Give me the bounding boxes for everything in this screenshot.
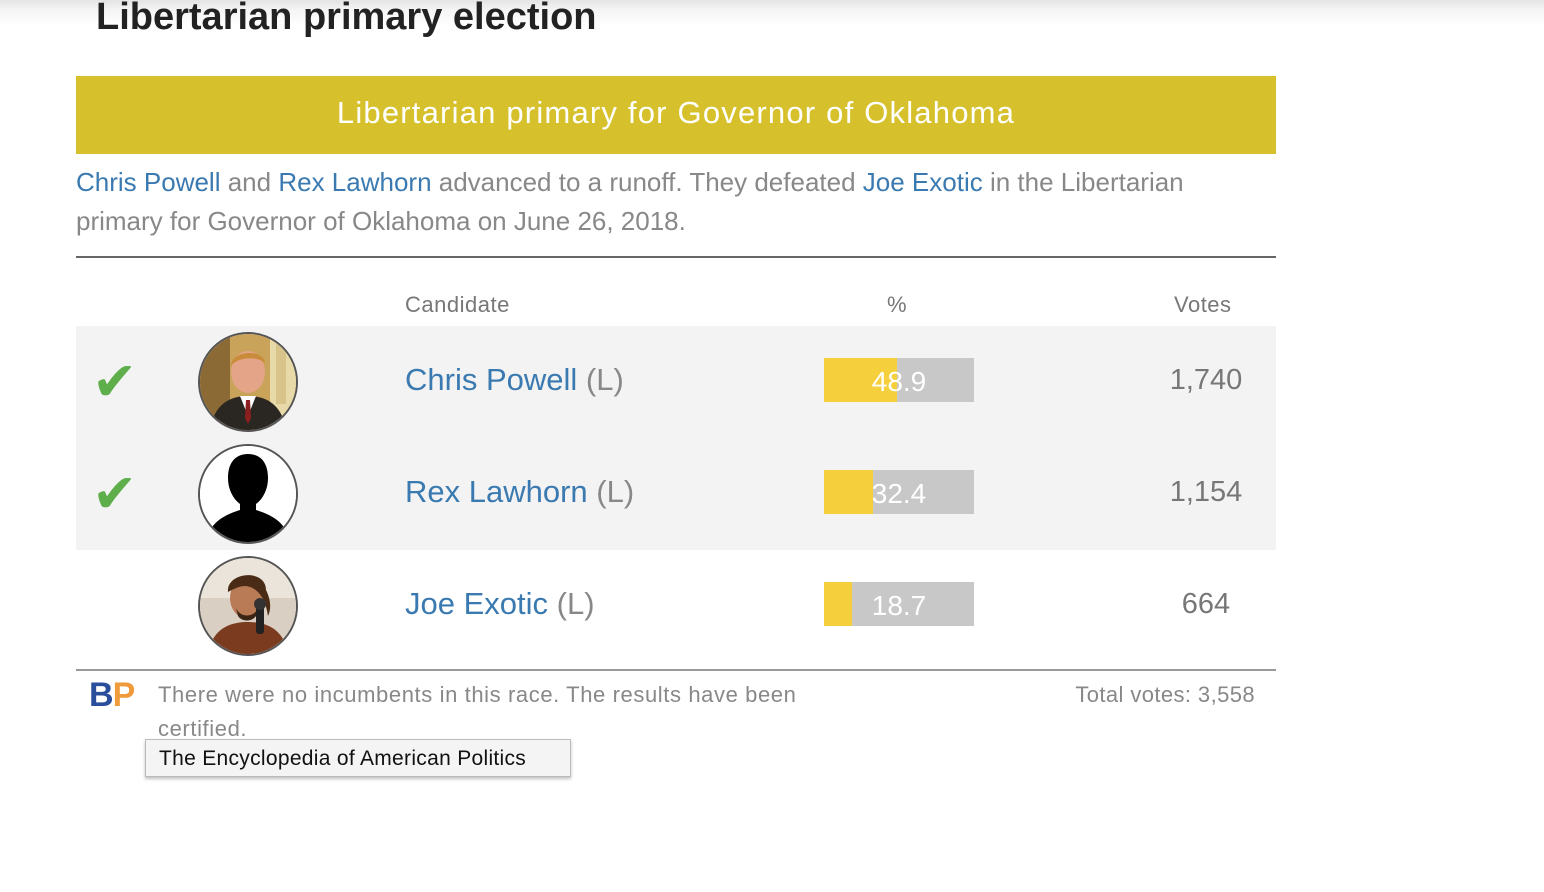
percent-bar-fill (824, 582, 853, 626)
photo-chris-powell-image (200, 334, 296, 430)
candidate-name-cell: Rex Lawhorn (L) (405, 474, 634, 510)
page-title: Libertarian primary election (96, 0, 597, 38)
winner-check-icon: ✔ (92, 462, 138, 525)
silhouette-icon (200, 446, 296, 542)
candidate-name-cell: Joe Exotic (L) (405, 586, 595, 622)
logo-tooltip: The Encyclopedia of American Politics (145, 739, 571, 777)
summary-text-middle: advanced to a runoff. They defeated (431, 167, 863, 197)
percent-bar-fill (824, 470, 873, 514)
winner-check-icon: ✔ (92, 350, 138, 413)
percent-bar: 18.7 (824, 582, 974, 626)
percent-bar: 32.4 (824, 470, 974, 514)
party-label: (L) (587, 474, 635, 509)
percent-value: 48.9 (871, 366, 927, 397)
candidate-link-rex-lawhorn[interactable]: Rex Lawhorn (405, 474, 588, 509)
percent-value: 18.7 (871, 590, 927, 621)
vote-count: 664 (1181, 588, 1231, 620)
total-votes: Total votes: 3,558 (1075, 682, 1255, 707)
party-label: (L) (577, 362, 624, 397)
browser-top-shadow (0, 0, 1544, 26)
percent-value: 32.4 (871, 478, 927, 509)
column-header-votes: Votes (1174, 292, 1232, 317)
table-bottom-divider (76, 669, 1276, 671)
candidate-photo-rex-lawhorn[interactable] (198, 444, 298, 544)
summary-link-rex-lawhorn[interactable]: Rex Lawhorn (278, 167, 432, 197)
photo-joe-exotic-image (200, 558, 296, 654)
logo-letter-b: B (89, 676, 114, 714)
candidate-link-joe-exotic[interactable]: Joe Exotic (405, 586, 549, 621)
table-row: Joe Exotic (L) 18.7 664 (76, 550, 1276, 662)
table-row: ✔ Rex Lawhorn (L) 32.4 1,154 (76, 438, 1276, 550)
column-header-percent: % (887, 292, 908, 317)
race-summary: Chris Powell and Rex Lawhorn advanced to… (76, 163, 1276, 241)
table-row: ✔ Chris Powell (L) 48.9 1,740 (76, 326, 1276, 438)
summary-text-and: and (220, 167, 279, 197)
party-label: (L) (548, 586, 595, 621)
summary-link-joe-exotic[interactable]: Joe Exotic (862, 167, 983, 197)
summary-text-end: in the Libertarian primary for Governor … (76, 167, 1184, 236)
ballotpedia-logo[interactable]: BP (89, 675, 136, 715)
percent-bar-fill (824, 358, 898, 402)
vote-count: 1,740 (1169, 364, 1243, 396)
column-header-candidate: Candidate (405, 292, 510, 317)
race-banner: Libertarian primary for Governor of Okla… (76, 76, 1276, 154)
table-top-divider (76, 256, 1276, 258)
candidate-photo-chris-powell[interactable] (198, 332, 298, 432)
results-footnote: There were no incumbents in this race. T… (158, 682, 797, 741)
percent-bar: 48.9 (824, 358, 974, 402)
logo-letter-p: P (112, 676, 136, 714)
vote-count: 1,154 (1169, 476, 1243, 508)
candidate-name-cell: Chris Powell (L) (405, 362, 624, 398)
summary-link-chris-powell[interactable]: Chris Powell (76, 167, 221, 197)
candidate-photo-joe-exotic[interactable] (198, 556, 298, 656)
candidate-link-chris-powell[interactable]: Chris Powell (405, 362, 578, 397)
